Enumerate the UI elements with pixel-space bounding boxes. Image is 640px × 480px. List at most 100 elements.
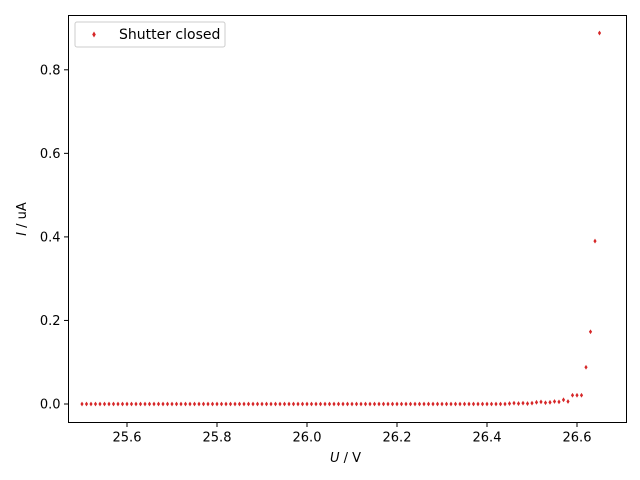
data-point [597,30,602,36]
data-point [494,401,498,407]
legend-label: Shutter closed [119,27,220,43]
data-point [237,401,242,407]
x-tick-label: 26.4 [473,431,502,446]
data-point [174,401,179,407]
data-point [309,401,314,407]
data-point [291,401,296,407]
data-point [188,401,192,407]
data-point [440,401,444,407]
data-point [503,401,507,407]
data-point [278,401,282,407]
data-point [426,401,431,407]
data-point [390,401,395,407]
data-point [435,401,440,407]
data-point [341,401,345,407]
data-point [228,401,233,407]
y-tick-label: 0.4 [40,230,61,245]
legend: Shutter closed [74,21,226,48]
data-point [467,401,471,407]
y-tick-label: 0.0 [40,397,61,412]
data-point [125,401,129,407]
data-point [566,399,570,404]
data-point [386,401,390,407]
data-point [422,401,426,407]
data-point [350,401,354,407]
data-point [444,401,449,407]
axes-frame [68,15,627,423]
data-point [584,364,588,370]
x-axis-label-unit: / V [339,451,361,466]
data-point [476,401,480,407]
data-point [260,401,264,407]
data-point [489,401,494,407]
x-tick-label: 26.0 [293,431,322,446]
data-point [93,401,98,407]
data-point [210,401,215,407]
data-point [381,401,386,407]
x-tick-label: 25.6 [113,431,142,446]
data-point [134,401,138,407]
data-point [552,399,557,404]
x-axis-label-variable: U [330,451,340,466]
data-point [197,401,201,407]
data-point [282,401,287,407]
data-point [318,401,323,407]
data-point [588,329,593,335]
data-point [323,401,327,407]
data-point [165,401,170,407]
data-point [471,401,476,407]
data-point [534,399,539,405]
data-point [152,401,156,407]
data-point [287,401,291,407]
data-point [219,401,224,407]
data-point [120,401,125,407]
data-point [80,401,84,407]
data-point [143,401,147,407]
data-point [521,400,525,406]
data-point [570,392,575,398]
data-point [233,401,237,407]
data-point [327,401,332,407]
data-point [116,401,120,407]
data-point [593,238,597,244]
data-point [332,401,336,407]
data-point [579,392,584,398]
legend-box [74,21,226,48]
data-point [246,401,251,407]
data-point [129,401,134,407]
data-point [206,401,210,407]
y-axis: 0.0 0.2 0.4 0.6 0.8 [40,63,69,412]
data-point [462,401,467,407]
data-point [561,397,566,403]
data-point [179,401,183,407]
data-point [305,401,309,407]
x-tick-label: 26.2 [383,431,412,446]
data-point [89,401,93,407]
data-point [345,401,350,407]
data-point [539,399,543,405]
data-point [161,401,165,407]
y-tick-label: 0.6 [40,147,61,162]
data-point [530,400,534,406]
data-point [242,401,246,407]
data-point [147,401,152,407]
data-point [255,401,260,407]
data-point [525,401,530,406]
data-point [359,401,363,407]
data-point [507,401,512,406]
x-axis: 25.6 25.8 26.0 26.2 26.4 26.6 [113,422,591,446]
data-point [395,401,399,407]
data-point [431,401,435,407]
data-point [458,401,462,407]
data-point [183,401,188,407]
data-point [224,401,228,407]
data-point [417,401,422,407]
data-point [485,401,489,407]
data-point [548,399,552,405]
data-point [273,401,278,407]
data-point [138,401,143,407]
data-point [404,401,408,407]
data-point [449,401,453,407]
x-tick-label: 25.8 [203,431,232,446]
data-point [156,401,161,407]
